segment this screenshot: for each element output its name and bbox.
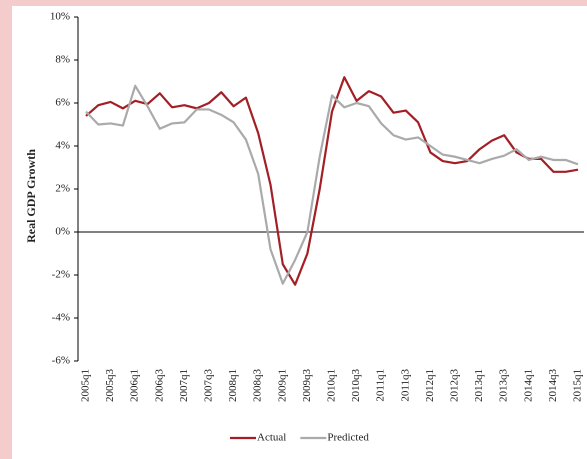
x-tick-label: 2010q1 xyxy=(326,369,338,402)
x-tick-label: 2005q1 xyxy=(80,369,92,402)
x-tick-label: 2009q1 xyxy=(276,369,288,402)
chart: Real GDP Growth -6% -4% -2% 0% 2% 4% 6% 8% 10% 20… xyxy=(24,11,584,444)
series-line xyxy=(85,84,579,285)
x-tick-label: 2009q3 xyxy=(301,369,313,403)
panel: Real GDP Growth -6% -4% -2% 0% 2% 4% 6% 8% 10% 20… xyxy=(12,6,587,459)
x-tick-label: 2012q3 xyxy=(449,369,461,403)
x-tick-label: 2011q1 xyxy=(375,369,387,402)
x-tick-label: 2010q3 xyxy=(350,369,362,403)
x-tick-label: 2008q3 xyxy=(252,369,264,403)
x-tick-label: 2012q1 xyxy=(424,369,436,402)
legend-label: Predicted xyxy=(327,432,369,444)
x-tick-label: 2013q1 xyxy=(473,369,485,402)
x-tick-label: 2008q1 xyxy=(227,369,239,402)
x-tick-label: 2014q1 xyxy=(522,369,534,402)
x-tick-label: 2006q3 xyxy=(153,369,165,403)
y-tick-label: 10% xyxy=(50,11,70,23)
y-tick-label: 6% xyxy=(55,97,70,109)
y-tick-label: -6% xyxy=(52,355,70,367)
y-tick-label: -4% xyxy=(52,312,70,324)
x-tick-label: 2011q3 xyxy=(399,369,411,402)
x-tick-label: 2013q3 xyxy=(498,369,510,403)
y-tick-label: 2% xyxy=(55,183,70,195)
x-tick-label: 2006q1 xyxy=(129,369,141,402)
y-tick-label: 4% xyxy=(55,140,70,152)
x-tick-label: 2007q1 xyxy=(178,369,190,402)
y-tick-label: 0% xyxy=(55,226,70,238)
x-tick-label: 2007q3 xyxy=(203,369,215,403)
x-tick-label: 2014q3 xyxy=(547,369,559,403)
x-tick-label: 2015q1 xyxy=(572,369,584,402)
series-line xyxy=(85,76,579,286)
y-tick-label: 8% xyxy=(55,54,70,66)
legend-label: Actual xyxy=(257,432,286,444)
y-axis-label: Real GDP Growth xyxy=(24,149,38,243)
x-tick-label: 2005q3 xyxy=(104,369,116,403)
y-tick-label: -2% xyxy=(52,269,70,281)
